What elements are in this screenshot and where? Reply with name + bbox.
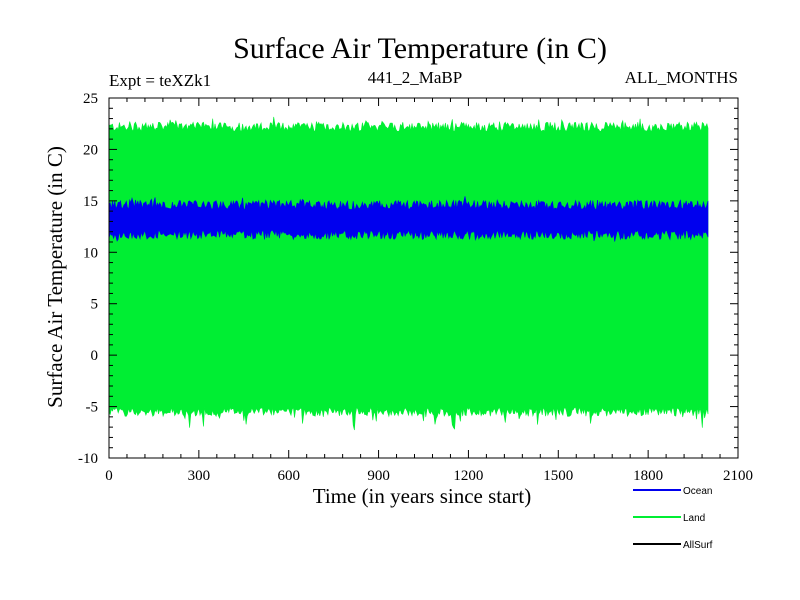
ocean-series-band [108,196,709,242]
plot-area [108,116,709,431]
y-tick-label: 25 [83,91,98,107]
axes: 0 300 600 900 1200 1500 1800 2100 -10 -5 0 5 10 15 20 2… [78,91,753,484]
period-label: 441_2_MaBP [368,68,462,87]
x-tick-label: 1800 [633,468,663,484]
legend: Ocean Land AllSurf [633,486,713,551]
x-tick-label: 2100 [723,468,753,484]
legend-label-ocean: Ocean [683,486,712,497]
x-tick-label: 1500 [543,468,573,484]
x-tick-label: 600 [277,468,300,484]
legend-label-land: Land [683,513,705,524]
plot-frame [108,97,739,459]
x-tick-label: 300 [188,468,211,484]
y-tick-label: 20 [83,142,98,158]
y-tick-label: 0 [91,348,99,364]
legend-label-allsurf: AllSurf [683,540,713,551]
x-tick-label: 1200 [453,468,483,484]
x-tick-label: 900 [367,468,390,484]
land-series-band [108,116,709,431]
x-tick-label: 0 [105,468,113,484]
months-label: ALL_MONTHS [625,68,738,87]
chart-title: Surface Air Temperature (in C) [233,32,607,65]
y-tick-label: -10 [78,451,98,467]
y-tick-label: 15 [83,194,98,210]
x-axis-label: Time (in years since start) [313,484,532,508]
y-axis-label: Surface Air Temperature (in C) [43,146,67,408]
y-tick-label: 5 [91,297,99,313]
y-tick-label: 10 [83,245,98,261]
experiment-label: Expt = teXZk1 [109,71,211,90]
y-tick-label: -5 [86,400,99,416]
